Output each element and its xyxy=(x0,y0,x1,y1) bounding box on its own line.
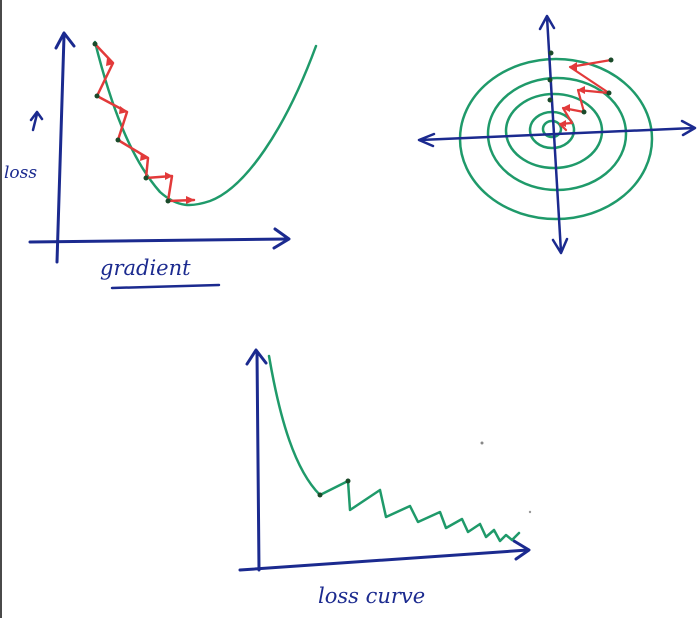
loss-curve-caption: loss curve xyxy=(318,584,425,608)
contour-axis-mark-1 xyxy=(548,50,554,56)
parabola-y-axis-arrowhead xyxy=(54,31,76,50)
loss-up-arrow xyxy=(29,110,44,132)
loss-curve-point-2 xyxy=(345,478,351,484)
contour-y-axis-top-arrowhead xyxy=(538,14,556,31)
contour-arrowhead-4 xyxy=(559,120,566,127)
parabola-loss-curve xyxy=(93,40,318,207)
loss-axis-label: loss xyxy=(4,163,37,183)
loss-curve-y-axis xyxy=(255,350,261,572)
step-point-3 xyxy=(115,137,121,143)
contour-x-axis-left-arrowhead xyxy=(417,132,436,148)
contour-axis-mark-3 xyxy=(547,97,553,103)
contour-diagram xyxy=(417,14,697,255)
step-points xyxy=(92,41,171,204)
training-loss-curve xyxy=(267,354,521,543)
step-arrowhead-1 xyxy=(106,58,114,66)
contour-step-points xyxy=(547,50,614,115)
stray-dot-1 xyxy=(480,441,484,445)
loss-curve-x-axis xyxy=(238,548,530,572)
contour-x-axis xyxy=(418,126,696,142)
gradient-axis-label: gradient xyxy=(100,256,191,280)
parabola-x-axis-arrowhead xyxy=(272,227,291,250)
step-point-2 xyxy=(94,93,100,99)
contour-point-2 xyxy=(606,90,612,96)
loss-curve-diagram: loss curve xyxy=(238,348,532,608)
gradient-label-underline xyxy=(110,283,221,290)
step-point-5 xyxy=(165,198,171,204)
contour-point-3 xyxy=(581,109,587,115)
contour-arrowhead-1 xyxy=(569,62,577,71)
page-edge-border xyxy=(0,0,2,618)
contour-axis-mark-2 xyxy=(547,77,553,83)
step-arrowhead-5 xyxy=(186,196,195,204)
stray-dot-2 xyxy=(528,510,532,514)
zigzag-step-arrowheads xyxy=(106,58,195,204)
parabola-x-axis xyxy=(28,237,290,244)
step-arrowhead-2 xyxy=(119,106,128,114)
gradient-descent-zigzag xyxy=(93,42,196,203)
contour-x-axis-right-arrowhead xyxy=(680,119,697,137)
step-arrowhead-3 xyxy=(140,153,149,161)
contour-point-1 xyxy=(608,57,614,63)
step-arrowhead-4 xyxy=(165,172,173,180)
parabola-diagram: loss gradient xyxy=(4,31,318,290)
loss-curve-point-1 xyxy=(317,492,323,498)
loss-curve-points xyxy=(317,478,351,498)
contour-y-axis xyxy=(545,15,563,254)
contour-arrowhead-3 xyxy=(562,104,570,112)
contour-y-axis-bottom-arrowhead xyxy=(551,237,569,255)
parabola-y-axis xyxy=(55,34,66,264)
loss-curve-x-axis-arrowhead xyxy=(512,539,531,561)
contour-step-arrowheads xyxy=(559,62,585,127)
step-point-1 xyxy=(92,41,98,47)
step-point-4 xyxy=(143,175,149,181)
loss-curve-y-axis-arrowhead xyxy=(245,348,268,366)
contour-arrowhead-2 xyxy=(577,86,585,94)
